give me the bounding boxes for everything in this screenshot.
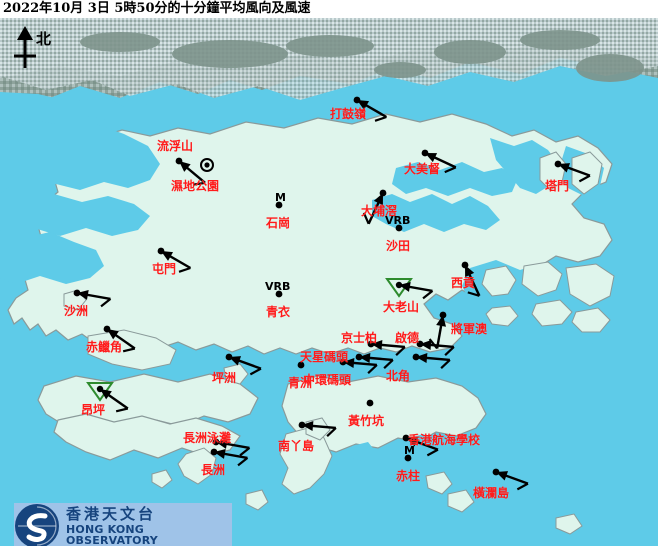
station-label: 流浮山	[157, 139, 194, 153]
station-label: 大埔滘	[361, 204, 398, 218]
station-marker[interactable]	[362, 189, 387, 225]
station-label: 大美督	[404, 162, 441, 176]
station-label: 青衣	[266, 305, 291, 319]
station-label: 將軍澳	[451, 322, 488, 336]
station-label: 沙洲	[64, 304, 89, 318]
station-label: 長洲	[201, 463, 226, 477]
station-marker[interactable]	[298, 420, 337, 438]
station-label: 石崗	[266, 216, 291, 230]
station-label: 中環碼頭	[303, 373, 352, 387]
station-label: 坪洲	[212, 371, 237, 385]
logo-text-en: HONG KONG OBSERVATORY	[66, 522, 158, 546]
station-marker[interactable]	[385, 278, 434, 300]
station-marker[interactable]	[355, 352, 394, 370]
station-label: 南丫島	[278, 439, 315, 453]
station-label: 黃竹坑	[348, 414, 385, 428]
station-marker[interactable]	[402, 434, 439, 457]
station-flag: VRB	[265, 280, 291, 293]
station-label: 青洲	[288, 376, 313, 390]
station-flag: M	[404, 444, 415, 457]
station-marker[interactable]	[367, 339, 406, 357]
station-label: 西貢	[451, 276, 476, 290]
station-marker[interactable]	[554, 160, 591, 183]
station-marker[interactable]	[103, 325, 136, 353]
station-label: 濕地公園	[171, 179, 220, 193]
station-label: 赤柱	[396, 469, 421, 483]
map-geography	[0, 18, 658, 546]
station-marker[interactable]	[353, 96, 388, 122]
station-marker[interactable]	[461, 261, 481, 297]
hko-logo-icon	[14, 503, 60, 546]
station-marker[interactable]	[86, 382, 129, 413]
station-marker[interactable]	[175, 157, 206, 186]
station-label: 屯門	[152, 262, 177, 276]
station-flag: VRB	[385, 214, 411, 227]
north-label: 北	[36, 30, 52, 48]
station-marker[interactable]	[395, 224, 403, 232]
station-label: 長洲泳灘	[183, 431, 232, 445]
station-label: 大老山	[383, 300, 420, 314]
station-marker[interactable]	[492, 468, 529, 491]
station-marker[interactable]	[412, 352, 451, 370]
map-canvas[interactable]: 北 打鼓嶺流浮山濕地公園石崗 M 大美督塔門大埔滘沙田 VRB 屯門沙洲赤鱲角 西貢大老山…	[0, 18, 658, 546]
station-marker[interactable]	[275, 290, 283, 298]
north-arrow-icon	[14, 26, 36, 68]
station-label: 京士柏	[341, 331, 378, 345]
station-marker[interactable]	[297, 361, 305, 369]
hko-logo: 香港天文台 HONG KONG OBSERVATORY	[14, 503, 232, 546]
station-label: 沙田	[386, 239, 411, 253]
station-label: 昂坪	[81, 403, 106, 417]
station-marker[interactable]	[210, 448, 249, 467]
logo-text-cn: 香港天文台	[66, 504, 157, 523]
wind-barb-layer	[73, 96, 591, 491]
station-label: 橫瀾島	[473, 486, 510, 500]
station-label: 赤鱲角	[86, 340, 123, 354]
station-marker[interactable]	[157, 247, 192, 273]
station-marker[interactable]	[428, 311, 447, 350]
station-marker[interactable]	[275, 201, 283, 209]
station-label: 北角	[386, 369, 411, 383]
station-marker[interactable]	[200, 158, 214, 172]
station-marker[interactable]	[73, 289, 112, 308]
station-marker[interactable]	[212, 438, 251, 457]
station-marker[interactable]	[225, 353, 262, 376]
station-label: 天星碼頭	[300, 350, 349, 364]
station-label: 啟德	[395, 331, 420, 345]
station-marker[interactable]	[366, 399, 374, 407]
station-label: 塔門	[545, 179, 570, 193]
station-marker[interactable]	[416, 339, 455, 357]
station-label: 打鼓嶺	[330, 107, 367, 121]
station-label: 香港航海學校	[408, 433, 481, 447]
page-title: 2022年10月 3日 5時50分的十分鐘平均風向及風速	[0, 0, 658, 18]
station-marker[interactable]	[421, 149, 457, 174]
station-marker[interactable]	[339, 357, 378, 375]
station-flag: M	[275, 191, 286, 204]
station-marker[interactable]	[404, 454, 412, 462]
